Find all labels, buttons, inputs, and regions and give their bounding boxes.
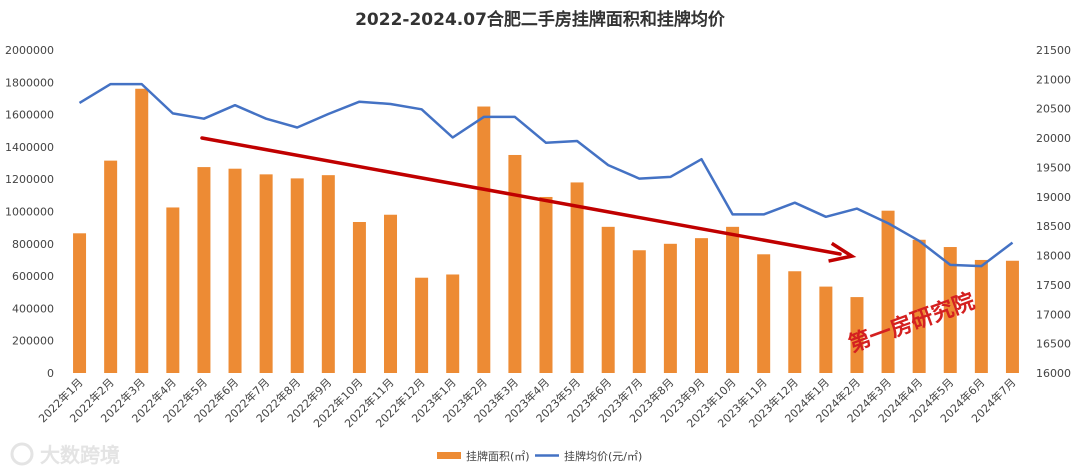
legend: 挂牌面积(㎡) 挂牌均价(元/㎡) — [437, 449, 642, 463]
trend-arrow — [200, 136, 857, 263]
left-tick-label: 400000 — [12, 302, 54, 315]
bar-29 — [943, 247, 957, 373]
bar-10 — [352, 221, 366, 373]
bar-21 — [694, 238, 708, 373]
legend-bar-label: 挂牌面积(㎡) — [466, 449, 530, 463]
bar-24 — [788, 271, 802, 373]
bar-14 — [477, 106, 491, 374]
bar-5 — [197, 167, 211, 373]
bar-22 — [726, 226, 740, 373]
left-tick-label: 1800000 — [5, 76, 54, 89]
left-tick-label: 0 — [47, 367, 54, 380]
bar-25 — [819, 286, 833, 373]
left-tick-label: 1400000 — [5, 141, 54, 154]
left-tick-label: 1000000 — [5, 206, 54, 219]
left-tick-label: 2000000 — [5, 44, 54, 57]
bar-20 — [663, 243, 677, 373]
left-tick-label: 200000 — [12, 335, 54, 348]
right-tick-label: 21000 — [1036, 73, 1071, 86]
bar-4 — [166, 207, 180, 373]
bar-28 — [912, 239, 926, 373]
bar-15 — [508, 154, 522, 373]
trend-arrow-shaft — [200, 136, 842, 256]
bar-30 — [974, 259, 988, 373]
left-axis: 0 200000 400000 600000 800000 1000000 1200000 1… — [5, 44, 54, 380]
bar-13 — [446, 274, 460, 373]
stamp-text: 第一房研究院 — [845, 288, 978, 358]
right-axis: 16000 16500 17000 17500 18000 18500 19000 19500… — [1036, 44, 1071, 380]
bar-12 — [415, 277, 429, 373]
watermark-text: 大数跨境 — [40, 443, 120, 467]
bar-2 — [104, 160, 118, 373]
bar-27 — [881, 210, 895, 373]
bar-1 — [73, 233, 87, 373]
bar-11 — [384, 214, 398, 373]
bar-17 — [570, 182, 584, 373]
watermark: 大数跨境 — [10, 442, 120, 467]
left-tick-label: 1200000 — [5, 173, 54, 186]
bar-3 — [135, 88, 149, 373]
trend-arrow-head — [828, 241, 857, 263]
price-line — [78, 82, 1014, 268]
bar-6 — [228, 168, 242, 373]
right-tick-label: 21500 — [1036, 44, 1071, 57]
legend-line-label: 挂牌均价(元/㎡) — [564, 449, 642, 463]
left-tick-label: 600000 — [12, 270, 54, 283]
right-tick-label: 17500 — [1036, 279, 1071, 292]
left-tick-label: 800000 — [12, 238, 54, 251]
area-bars — [73, 88, 1019, 374]
bar-8 — [290, 178, 304, 373]
price-line-path — [78, 82, 1014, 268]
bar-16 — [539, 196, 553, 373]
bar-26 — [850, 297, 864, 373]
legend-bar-swatch — [437, 452, 461, 459]
bar-7 — [259, 174, 273, 373]
chart-title: 2022-2024.07合肥二手房挂牌面积和挂牌均价 — [355, 9, 726, 30]
right-tick-label: 19500 — [1036, 161, 1071, 174]
right-tick-label: 18500 — [1036, 220, 1071, 233]
right-tick-label: 16500 — [1036, 338, 1071, 351]
left-tick-label: 1600000 — [5, 109, 54, 122]
bar-9 — [321, 175, 335, 373]
watermark-logo-icon — [10, 442, 34, 466]
right-tick-label: 19000 — [1036, 191, 1071, 204]
right-tick-label: 20500 — [1036, 103, 1071, 116]
right-tick-label: 16000 — [1036, 367, 1071, 380]
right-tick-label: 20000 — [1036, 132, 1071, 145]
right-tick-label: 17000 — [1036, 308, 1071, 321]
bar-31 — [1005, 260, 1019, 373]
bar-19 — [632, 250, 646, 373]
bar-23 — [757, 254, 771, 373]
right-tick-label: 18000 — [1036, 250, 1071, 263]
x-axis-labels: 2022年1月2022年2月2022年3月2022年4月2022年5月2022年… — [35, 375, 1018, 430]
bar-18 — [601, 226, 615, 373]
